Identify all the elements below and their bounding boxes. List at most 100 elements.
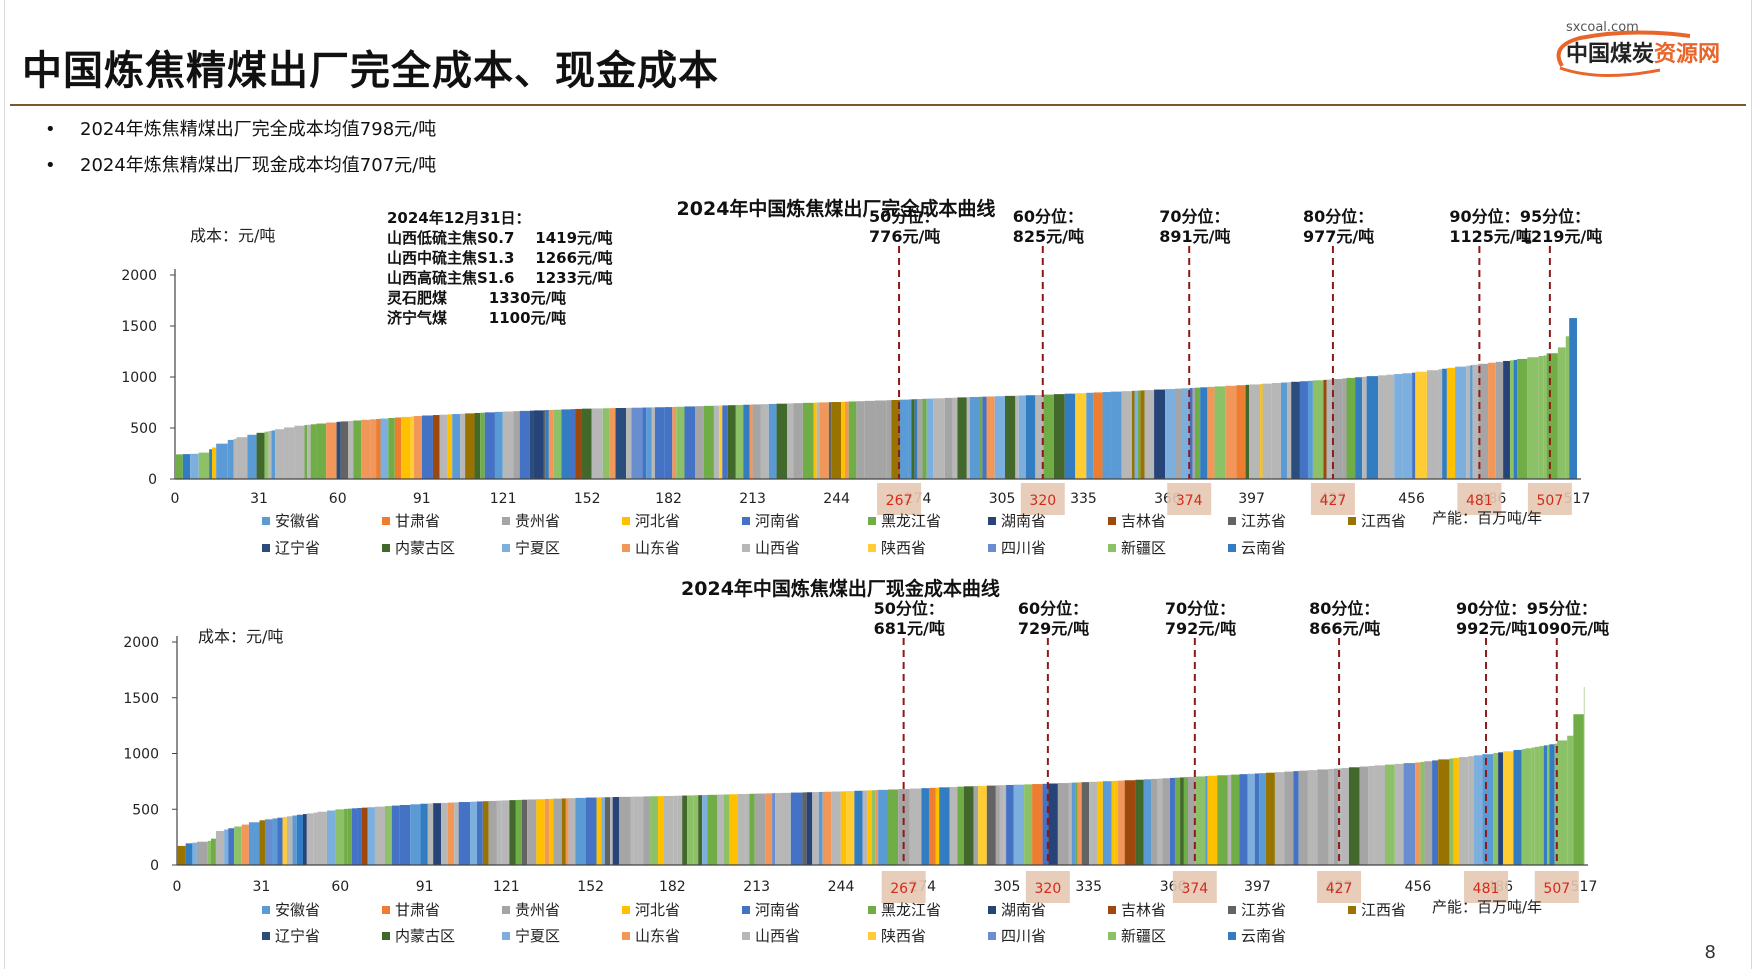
cost-bar xyxy=(657,796,664,865)
cost-bar xyxy=(1368,765,1375,865)
cost-bar xyxy=(1262,383,1272,479)
cost-bar xyxy=(1348,767,1360,865)
legend-label: 贵州省 xyxy=(515,512,560,530)
legend-label: 吉林省 xyxy=(1121,512,1166,530)
cost-bar xyxy=(752,404,761,479)
cost-bar xyxy=(831,791,841,865)
cost-bar xyxy=(1355,377,1363,479)
cost-bar xyxy=(1018,395,1026,479)
cost-bar xyxy=(421,415,433,479)
cost-bar xyxy=(626,407,632,479)
cost-bar xyxy=(1509,360,1514,479)
cost-bar xyxy=(1064,393,1076,479)
legend-swatch xyxy=(1108,544,1116,552)
cost-bar xyxy=(326,422,337,479)
cost-bar xyxy=(1543,355,1547,479)
cost-bar xyxy=(867,790,873,865)
cost-bar xyxy=(1192,387,1195,479)
cost-bar xyxy=(793,403,803,479)
cost-bar xyxy=(693,795,699,865)
annotation-line: 济宁气煤 1100元/吨 xyxy=(387,309,566,327)
cost-bar xyxy=(296,814,303,865)
cost-bar xyxy=(1554,743,1557,865)
percentile-label: 90分位： xyxy=(1456,599,1526,618)
legend-label: 河北省 xyxy=(635,901,680,919)
summary-bullets: • 2024年炼焦精煤出厂完全成本均值798元/吨 • 2024年炼焦精煤出厂现金成… xyxy=(45,118,436,190)
cost-bar xyxy=(1438,369,1443,479)
cost-bar xyxy=(284,427,295,479)
cost-bar xyxy=(749,793,755,865)
cost-bar xyxy=(1121,391,1132,479)
cost-bar xyxy=(1075,782,1078,865)
legend-swatch xyxy=(988,517,996,525)
x-tick-label: 213 xyxy=(743,879,770,895)
cost-bar xyxy=(1118,780,1125,865)
percentile-value: 866元/吨 xyxy=(1309,619,1380,638)
cost-bar xyxy=(727,405,736,479)
cost-bar xyxy=(722,405,728,479)
cost-bar xyxy=(875,400,887,479)
legend-swatch xyxy=(1228,906,1236,914)
cost-bar xyxy=(878,789,888,865)
x-tick-label: 335 xyxy=(1075,879,1102,895)
cost-bar xyxy=(1466,365,1471,479)
cost-bar xyxy=(698,795,703,865)
cost-bar xyxy=(812,792,819,865)
cost-bar xyxy=(735,404,744,479)
cost-bar xyxy=(271,430,276,479)
cost-bar xyxy=(545,410,549,479)
cost-bar xyxy=(177,845,186,865)
x-tick-label: 0 xyxy=(171,491,180,507)
cost-bar xyxy=(294,425,305,479)
cost-bar xyxy=(414,416,422,479)
legend-label: 四川省 xyxy=(1001,539,1046,557)
cost-bar xyxy=(549,798,554,865)
legend-swatch xyxy=(1348,906,1356,914)
cost-bar xyxy=(935,787,940,865)
cost-bar xyxy=(1415,371,1427,479)
logo-swoosh-icon xyxy=(1556,30,1691,78)
legend-label: 贵州省 xyxy=(515,901,560,919)
cost-bar xyxy=(986,785,996,865)
cost-bar xyxy=(347,808,352,865)
cost-bar xyxy=(353,420,362,479)
cost-bar xyxy=(480,412,485,479)
cost-bar xyxy=(233,438,237,479)
cost-bar xyxy=(1214,386,1226,479)
legend-swatch xyxy=(262,517,270,525)
cost-bar xyxy=(1189,388,1193,479)
cost-bar xyxy=(982,396,987,479)
cost-bar xyxy=(1025,395,1036,479)
cost-bar xyxy=(1068,782,1072,865)
cost-bar xyxy=(474,412,481,479)
cost-bar xyxy=(529,410,534,479)
cost-bar xyxy=(1143,779,1152,865)
capacity-value: 320 xyxy=(1029,493,1056,509)
cost-bar xyxy=(452,414,461,479)
percentile-label: 95分位： xyxy=(1520,207,1590,226)
cost-bar xyxy=(553,409,562,479)
chart-title: 2024年中国炼焦煤出厂完全成本曲线 xyxy=(677,197,996,220)
cost-bar xyxy=(1557,347,1566,479)
slide-frame xyxy=(4,0,1752,969)
cost-bar xyxy=(1449,758,1454,865)
percentile-value: 992元/吨 xyxy=(1456,619,1527,638)
cost-bar xyxy=(908,399,912,479)
cost-bar xyxy=(575,408,582,479)
cost-bar xyxy=(619,796,631,865)
cost-bar xyxy=(1498,752,1504,865)
legend-label: 河南省 xyxy=(755,901,800,919)
annotation-line: 山西高硫主焦S1.6 1233元/吨 xyxy=(387,269,613,287)
cost-bar xyxy=(1006,784,1014,865)
capacity-value: 481 xyxy=(1473,881,1500,897)
cost-bar xyxy=(1075,393,1087,479)
legend-swatch xyxy=(382,544,390,552)
legend-label: 辽宁省 xyxy=(275,927,320,945)
x-tick-label: 244 xyxy=(823,491,850,507)
cost-bar xyxy=(1482,754,1494,865)
cost-bar xyxy=(1517,358,1528,479)
percentile-value: 891元/吨 xyxy=(1159,227,1230,246)
cost-bar xyxy=(999,785,1004,865)
cost-bar xyxy=(388,417,395,479)
